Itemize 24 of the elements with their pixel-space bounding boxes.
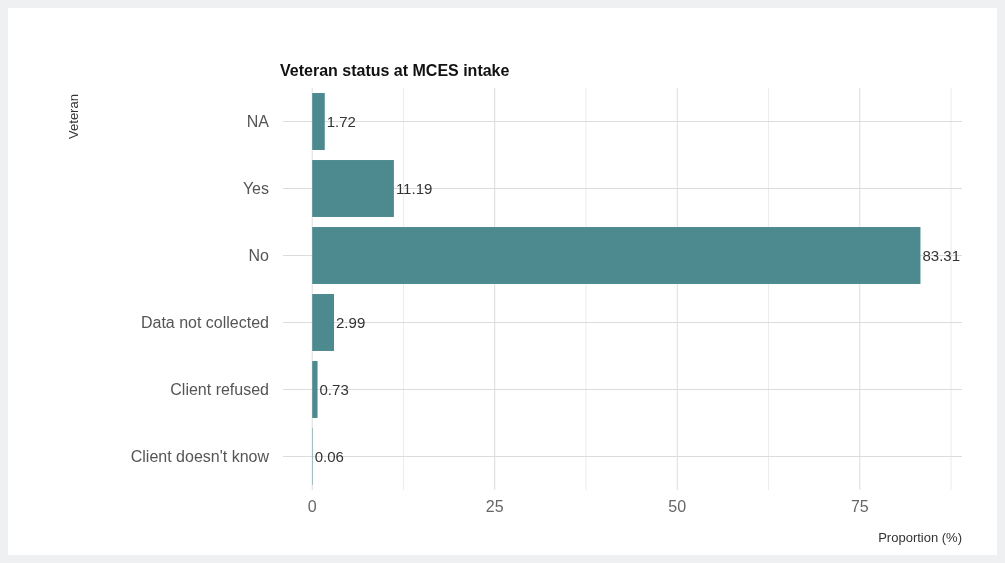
bar [312,227,921,284]
bar [312,361,318,418]
bar [312,93,325,150]
data-label: 2.99 [336,313,366,331]
data-label: 0.73 [319,380,349,398]
y-tick-label: NA [246,113,270,131]
y-tick-label: Data not collected [140,314,269,332]
chart-title: Veteran status at MCES intake [280,62,510,79]
bar [312,294,335,351]
x-tick-label: 50 [668,498,687,515]
y-tick-label: Client refused [170,381,269,399]
data-label: 1.72 [326,112,356,130]
y-tick-label: Yes [242,180,269,198]
x-tick-label: 25 [485,498,504,515]
y-tick-label: No [248,247,270,265]
data-label: 0.06 [314,447,344,465]
data-label: 83.31 [922,246,960,264]
data-label: 11.19 [395,179,433,197]
y-tick-label: Client doesn't know [130,448,270,466]
bar [312,160,394,217]
x-axis-title: Proportion (%) [878,530,962,545]
x-tick-label: 75 [850,498,869,515]
y-axis-title: Veteran [66,94,81,139]
x-tick-label: 0 [307,498,317,515]
